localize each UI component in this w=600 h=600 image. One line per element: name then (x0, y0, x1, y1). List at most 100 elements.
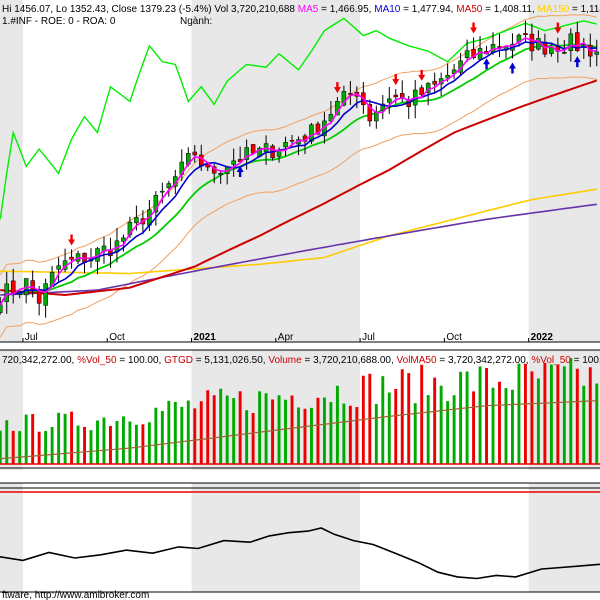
candle[interactable] (231, 160, 236, 165)
header-segment: 720,342,272.00, (2, 355, 77, 366)
x-tick-label: Oct (109, 332, 125, 343)
header-segment: = 100.0 (571, 355, 600, 366)
candle[interactable] (153, 195, 159, 213)
candle[interactable] (56, 265, 61, 270)
panel-frames (0, 341, 600, 593)
ma150-line (0, 188, 597, 275)
candle[interactable] (399, 93, 405, 98)
bollinger-lower-line (0, 76, 597, 338)
sell-arrow-icon (68, 234, 76, 246)
x-tick-label: Jul (25, 332, 38, 343)
header-segment: = 5,131,026.50, (193, 355, 268, 366)
candle[interactable] (30, 280, 35, 291)
header-segment: VolMA50 (397, 355, 437, 366)
header-segment: = 3,720,342,272.00, (437, 355, 532, 366)
shaded-period-2-panel-0 (528, 0, 600, 342)
x-tick-label: Oct (446, 332, 462, 343)
candle[interactable] (43, 283, 48, 306)
x-tick-label: Jul (362, 332, 375, 343)
header-segment: MA150 (538, 4, 570, 15)
header-segment: GTGD (164, 355, 193, 366)
header-segment: MA5 (298, 4, 319, 15)
header-segment: = 100.00, (117, 355, 165, 366)
header-segment: - ROA: 0 (74, 16, 116, 27)
candle[interactable] (348, 93, 353, 95)
candle[interactable] (276, 150, 282, 157)
header-segment: MA50 (456, 4, 483, 15)
shaded-period-1-panel-1 (191, 350, 361, 470)
price-header-row1: Hi 1456.07, Lo 1352.43, Close 1379.23 (-… (2, 4, 600, 15)
candle[interactable] (393, 94, 399, 98)
candle[interactable] (328, 114, 334, 122)
volume-header: 720,342,272.00, %Vol_50 = 100.00, GTGD =… (2, 355, 600, 366)
candle[interactable] (464, 50, 470, 58)
shaded-period-0-panel-0 (0, 0, 23, 342)
candle[interactable] (0, 304, 3, 313)
header-segment: - ROE: 0 (32, 16, 74, 27)
shaded-period-2-panel-2 (528, 483, 600, 592)
candle[interactable] (387, 98, 392, 103)
candle[interactable] (562, 52, 567, 54)
candle[interactable] (367, 104, 373, 122)
header-segment: 1.#INF (2, 16, 32, 27)
candle[interactable] (419, 87, 424, 96)
candle[interactable] (218, 172, 223, 176)
relative-strength-line (0, 17, 597, 220)
price-panel[interactable]: Jul Oct 2021 Apr Jul Oct 2022 (0, 14, 600, 343)
oscillator-line (0, 527, 600, 580)
header-segment: MA10 (374, 4, 401, 15)
candle[interactable] (289, 139, 295, 142)
candle[interactable] (283, 142, 288, 148)
header-segment: Ngành: (180, 16, 212, 27)
ma5-line (0, 37, 597, 306)
sell-arrow-icon (470, 22, 478, 34)
shaded-period-0-panel-2 (0, 483, 23, 592)
sell-arrow-icon (392, 74, 400, 86)
candle[interactable] (250, 144, 256, 154)
candle[interactable] (309, 124, 314, 142)
candle[interactable] (568, 33, 574, 52)
oscillator-panel[interactable] (0, 487, 600, 580)
sell-arrow-icon (333, 82, 341, 94)
header-segment: = 1,477.94, (400, 4, 456, 15)
candle[interactable] (374, 111, 379, 122)
candle[interactable] (192, 151, 198, 156)
candle[interactable] (69, 256, 74, 260)
candle[interactable] (445, 74, 450, 79)
x-tick-label: 2021 (194, 332, 217, 343)
header-segment: Volume (268, 355, 302, 366)
volume-ma-line (0, 400, 597, 460)
header-segment: %Vol_50 (531, 355, 571, 366)
candle[interactable] (160, 190, 165, 193)
candle[interactable] (134, 217, 139, 224)
candle[interactable] (244, 147, 249, 160)
header-segment: = 1,114. (569, 4, 600, 15)
candle[interactable] (166, 183, 172, 189)
candle[interactable] (523, 33, 528, 36)
candle[interactable] (575, 32, 580, 51)
candle[interactable] (594, 51, 600, 55)
header-segment: = 3,720,210,688.00, (302, 355, 397, 366)
candle[interactable] (380, 103, 386, 111)
volume-panel[interactable] (0, 358, 600, 469)
x-tick-label: Apr (278, 332, 294, 343)
candle[interactable] (471, 48, 476, 58)
ma10-line (0, 40, 597, 306)
candle[interactable] (10, 280, 16, 294)
buy-arrow-icon (236, 166, 244, 178)
candle[interactable] (198, 154, 204, 167)
candle[interactable] (36, 288, 42, 304)
footer-credit: ftware, http://www.amibroker.com (2, 590, 149, 600)
shaded-period-1-panel-0 (191, 0, 361, 342)
price-header-row2: 1.#INF - ROE: 0 - ROA: 0 Ngành: (2, 16, 212, 27)
buy-arrow-icon (483, 58, 491, 70)
candle[interactable] (4, 283, 9, 302)
header-segment: %Vol_50 (77, 355, 117, 366)
sell-arrow-icon (418, 69, 426, 81)
header-segment: = 1,466.95, (318, 4, 374, 15)
buy-arrow-icon (573, 56, 581, 68)
candle[interactable] (341, 91, 347, 106)
candle[interactable] (432, 80, 437, 85)
ma50-line (0, 79, 598, 297)
